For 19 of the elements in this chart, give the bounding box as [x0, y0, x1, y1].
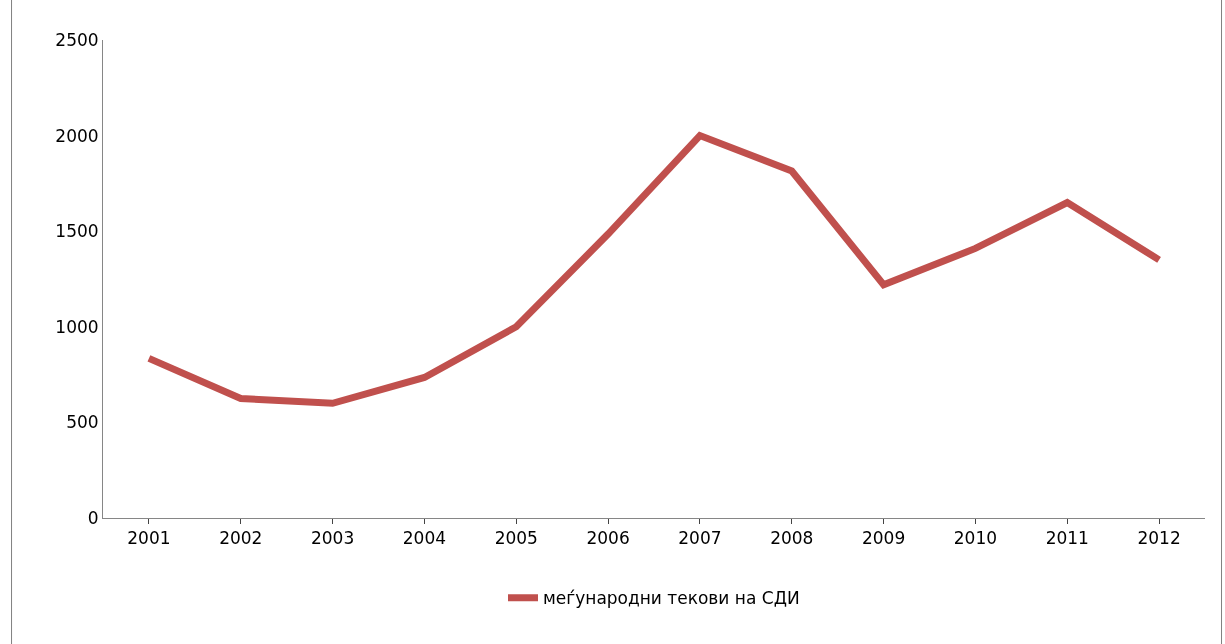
x-tick-label: 2008 — [770, 528, 814, 549]
y-tick-label: 1000 — [55, 316, 99, 337]
x-tick-label: 2003 — [310, 528, 355, 549]
y-tick-label: 0 — [87, 507, 99, 528]
x-tick-label: 2004 — [402, 528, 447, 549]
y-tick-label: 2500 — [55, 29, 99, 50]
x-tick-label: 2001 — [127, 528, 171, 549]
x-tick-label: 2009 — [861, 528, 906, 549]
x-tick-label: 2007 — [678, 528, 722, 549]
x-tick-label: 2010 — [953, 528, 998, 549]
x-tick-label: 2012 — [1137, 528, 1181, 549]
legend-label: меѓународни текови на СДИ — [543, 588, 800, 609]
y-tick-label: 500 — [66, 412, 99, 433]
y-tick-label: 2000 — [55, 125, 99, 146]
x-tick-label: 2005 — [494, 528, 538, 549]
x-tick-label: 2011 — [1045, 528, 1089, 549]
x-tick-label: 2006 — [586, 528, 630, 549]
x-tick-label: 2002 — [219, 528, 263, 549]
y-tick-label: 1500 — [55, 221, 99, 242]
